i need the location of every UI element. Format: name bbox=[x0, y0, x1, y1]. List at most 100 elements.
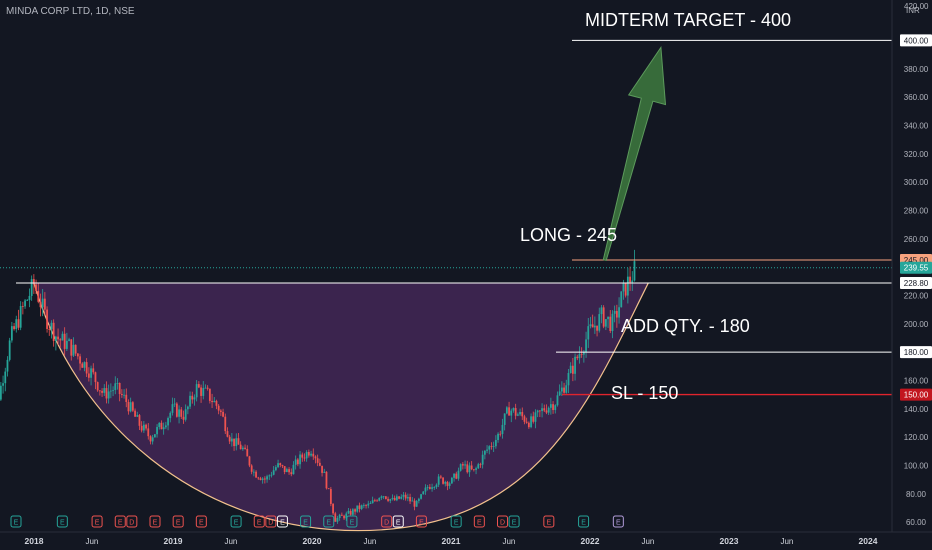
candle-body bbox=[237, 438, 240, 445]
candle-body bbox=[283, 466, 286, 473]
candle-body bbox=[527, 422, 530, 428]
candle-body bbox=[521, 411, 524, 417]
candle-body bbox=[578, 354, 581, 359]
candle-body bbox=[446, 481, 449, 486]
candle-body bbox=[301, 454, 304, 458]
candle-body bbox=[94, 372, 97, 383]
candle-body bbox=[142, 424, 145, 431]
candle-body bbox=[631, 280, 634, 283]
candle-body bbox=[288, 469, 290, 473]
candle-body bbox=[448, 483, 451, 486]
candle-body bbox=[59, 339, 62, 341]
candle-body bbox=[437, 476, 440, 485]
candle-body bbox=[428, 487, 431, 489]
candle-body bbox=[318, 462, 321, 466]
candle-body bbox=[54, 336, 57, 342]
earnings-marker bbox=[56, 515, 68, 528]
candle-body bbox=[92, 368, 95, 373]
candle-body bbox=[61, 333, 64, 341]
candle-body bbox=[582, 352, 585, 355]
candle-body bbox=[596, 325, 598, 331]
candle-body bbox=[41, 298, 44, 308]
candle-body bbox=[378, 497, 381, 501]
candle-body bbox=[116, 382, 119, 384]
price-axis[interactable]: 60.00 80.00 100.00 120.00 140.00 160.00 200.00… bbox=[891, 0, 929, 532]
candle-body bbox=[244, 447, 246, 449]
candle-body bbox=[336, 518, 339, 522]
price-badge-label-target: 400.00 bbox=[904, 36, 929, 45]
candle-body bbox=[453, 473, 455, 478]
candle-body bbox=[351, 509, 354, 515]
candle-body bbox=[235, 438, 238, 447]
candle-body bbox=[435, 484, 438, 488]
candle-body bbox=[226, 431, 229, 437]
add-qty-annotation: ADD QTY. - 180 bbox=[621, 316, 750, 336]
candle-body bbox=[332, 503, 334, 514]
candle-body bbox=[182, 416, 185, 420]
candle-body bbox=[178, 409, 180, 417]
candle-body bbox=[167, 418, 169, 426]
candle-body bbox=[343, 515, 345, 519]
candle-body bbox=[35, 284, 37, 291]
candle-body bbox=[450, 477, 453, 484]
candle-body bbox=[598, 314, 601, 331]
candle-body bbox=[272, 470, 275, 475]
candle-body bbox=[162, 427, 165, 430]
candle-body bbox=[171, 404, 174, 413]
cup-curve bbox=[33, 282, 649, 532]
candle-body bbox=[151, 437, 154, 442]
candle-body bbox=[510, 410, 513, 416]
candle-body bbox=[492, 446, 495, 448]
candle-body bbox=[402, 494, 405, 497]
price-badge-label-last: 239.55 bbox=[904, 264, 929, 273]
candle-body bbox=[90, 368, 92, 378]
price-tick-label: 120.00 bbox=[904, 433, 929, 442]
candle-body bbox=[549, 404, 552, 408]
candle-body bbox=[125, 394, 128, 402]
candle-body bbox=[457, 470, 460, 479]
candle-body bbox=[74, 344, 77, 354]
candle-body bbox=[32, 279, 35, 285]
time-tick-label: 2020 bbox=[303, 536, 322, 546]
candles-layer bbox=[0, 249, 636, 524]
earnings-marker-label: E bbox=[454, 520, 459, 527]
candle-body bbox=[413, 500, 416, 507]
candle-body bbox=[303, 457, 306, 459]
candle-body bbox=[204, 387, 207, 389]
candle-body bbox=[279, 463, 282, 466]
price-tick-label: 80.00 bbox=[906, 490, 927, 499]
candle-body bbox=[103, 388, 106, 393]
candle-body bbox=[580, 354, 583, 355]
candle-body bbox=[127, 401, 130, 412]
candle-body bbox=[349, 510, 352, 515]
time-axis[interactable]: 2018 Jun 2019 Jun 2020 Jun 2021 Jun 2022 Jun 2023 J… bbox=[0, 531, 932, 546]
candle-body bbox=[406, 497, 409, 499]
candle-body bbox=[173, 403, 176, 405]
earnings-marker bbox=[195, 515, 207, 528]
candle-body bbox=[299, 454, 301, 465]
earnings-marker bbox=[415, 515, 427, 528]
time-tick-label: Jun bbox=[224, 537, 237, 546]
candle-body bbox=[8, 340, 11, 360]
candle-body bbox=[17, 319, 20, 328]
candle-body bbox=[314, 456, 317, 459]
target-arrow-layer bbox=[602, 46, 667, 262]
candle-body bbox=[52, 322, 55, 342]
cup-area-layer bbox=[33, 282, 649, 532]
earnings-marker bbox=[265, 515, 277, 528]
candle-body bbox=[505, 407, 508, 414]
candle-body bbox=[329, 489, 332, 504]
candle-body bbox=[307, 452, 310, 456]
time-tick-label: Jun bbox=[85, 537, 98, 546]
candle-body bbox=[538, 410, 541, 412]
earnings-marker-label: E bbox=[95, 520, 100, 527]
candle-body bbox=[294, 459, 297, 465]
candle-body bbox=[486, 449, 488, 451]
earnings-marker bbox=[114, 515, 126, 528]
candle-body bbox=[393, 497, 396, 501]
candle-body bbox=[252, 471, 255, 473]
candle-body bbox=[574, 356, 576, 374]
price-tick-label: 100.00 bbox=[904, 461, 929, 470]
earnings-marker bbox=[10, 515, 22, 528]
